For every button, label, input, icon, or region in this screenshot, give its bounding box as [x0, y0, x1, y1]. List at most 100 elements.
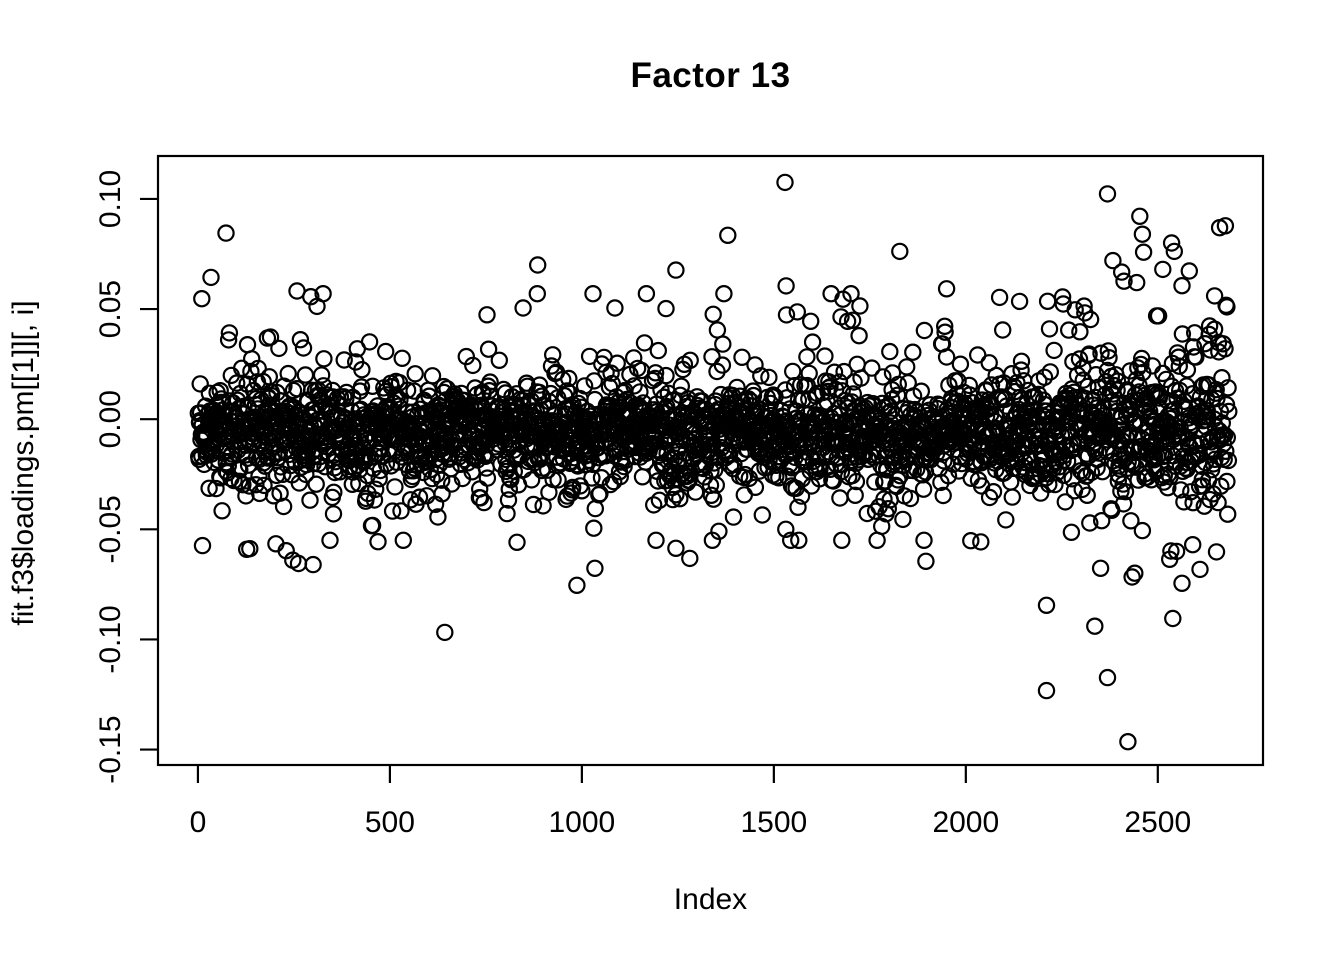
data-point: [657, 366, 675, 385]
data-point: [471, 489, 490, 507]
data-point: [866, 502, 885, 520]
data-point: [1040, 475, 1058, 494]
data-point: [962, 532, 980, 550]
outlier-point: [681, 549, 699, 568]
data-point: [937, 348, 956, 366]
data-point: [1071, 462, 1090, 480]
data-point: [410, 488, 429, 506]
data-point: [294, 339, 313, 357]
data-point: [464, 356, 482, 375]
outlier-point: [777, 520, 795, 539]
outlier-point: [667, 539, 685, 558]
data-point: [753, 506, 772, 524]
plot-title: Factor 13: [630, 56, 791, 95]
data-point: [479, 340, 498, 358]
data-point: [798, 348, 816, 366]
data-point: [835, 362, 853, 381]
data-point: [316, 458, 334, 476]
data-point: [846, 486, 864, 504]
data-point: [728, 378, 746, 397]
data-point: [1100, 349, 1118, 367]
data-point: [255, 476, 273, 495]
data-point: [575, 377, 594, 395]
data-point: [1062, 523, 1081, 542]
data-point: [1218, 472, 1236, 491]
data-point: [1059, 321, 1078, 339]
data-point: [1144, 458, 1162, 476]
data-point: [335, 351, 353, 369]
data-point: [746, 478, 765, 496]
data-point: [686, 483, 705, 501]
y-tick-label: 0.10: [94, 170, 127, 228]
data-point: [1208, 389, 1226, 408]
data-point: [714, 335, 732, 353]
data-point: [635, 334, 654, 352]
data-point: [1193, 457, 1211, 475]
data-point: [392, 502, 410, 520]
data-point: [889, 375, 908, 394]
data-point: [343, 475, 361, 493]
outlier-point: [193, 290, 211, 308]
data-point: [279, 364, 297, 383]
data-point: [478, 469, 497, 487]
outlier-point: [1164, 609, 1182, 628]
data-point: [585, 372, 603, 390]
data-point: [972, 533, 990, 551]
outlier-point: [1218, 298, 1236, 316]
data-point: [908, 460, 926, 478]
data-point: [528, 285, 547, 303]
data-point: [352, 378, 371, 396]
data-point: [649, 341, 668, 360]
data-point: [478, 306, 496, 324]
data-point: [637, 285, 656, 303]
outlier-point: [1183, 536, 1202, 554]
outlier-point: [1010, 292, 1029, 311]
outlier-point: [891, 242, 909, 261]
data-point: [219, 457, 237, 475]
data-point: [498, 504, 516, 523]
data-point: [370, 470, 388, 488]
data-point: [524, 495, 543, 514]
data-point: [703, 348, 721, 366]
data-point: [901, 489, 920, 508]
data-point: [710, 522, 728, 541]
data-point: [715, 285, 733, 303]
data-point: [1122, 512, 1140, 530]
outlier-point: [990, 288, 1009, 307]
data-point: [713, 356, 732, 374]
data-point: [1078, 486, 1096, 504]
data-point: [724, 508, 743, 526]
data-point: [365, 491, 384, 509]
outlier-point: [1127, 273, 1146, 292]
data-point: [914, 480, 933, 498]
data-point: [490, 351, 508, 369]
data-point: [324, 505, 343, 523]
outlier-point: [508, 533, 526, 552]
outlier-point: [1104, 251, 1122, 270]
data-point: [301, 491, 319, 509]
data-point: [1046, 475, 1064, 494]
x-axis-label: Index: [673, 883, 748, 916]
data-point: [403, 467, 422, 486]
data-point: [585, 519, 603, 537]
outlier-point: [304, 555, 322, 574]
data-point: [843, 311, 862, 329]
data-point: [247, 476, 265, 494]
data-point: [1056, 493, 1075, 511]
data-point: [1091, 559, 1110, 578]
data-point: [1209, 493, 1227, 512]
data-point: [499, 491, 518, 509]
outlier-point: [1037, 596, 1056, 615]
y-tick-label: 0.05: [94, 280, 127, 338]
data-point: [1114, 495, 1133, 513]
data-point: [646, 364, 665, 382]
data-point: [1193, 471, 1212, 489]
data-point: [500, 480, 518, 498]
outlier-point: [667, 261, 685, 279]
data-point: [982, 376, 1001, 394]
data-point: [207, 479, 225, 498]
outlier-point: [217, 224, 235, 242]
data-point: [831, 489, 849, 507]
data-point: [1173, 325, 1192, 343]
outlier-point: [1098, 185, 1117, 203]
